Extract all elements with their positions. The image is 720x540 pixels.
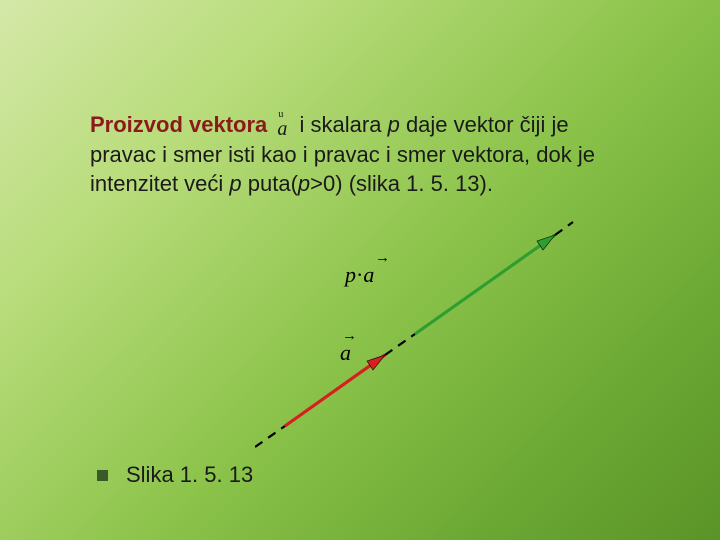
label-pa-a: a [363, 262, 374, 287]
p-italic-3: p [298, 171, 310, 196]
label-a-arrow-icon: → [342, 328, 357, 345]
p-italic-2: p [229, 171, 241, 196]
label-a: → a [340, 340, 351, 366]
caption-row: Slika 1. 5. 13 [97, 462, 253, 488]
caption-text: Slika 1. 5. 13 [126, 462, 253, 488]
label-pa-p: p [345, 262, 356, 287]
label-pa: → p·a [345, 262, 374, 288]
seg4: >0) (slika 1. 5. 13). [310, 171, 493, 196]
main-paragraph: Proizvod vektora u a i skalara p daje ve… [90, 110, 630, 199]
vector-letter: a [277, 116, 287, 143]
dash-gap [385, 334, 415, 355]
lead-phrase: Proizvod vektora [90, 112, 267, 137]
slide: Proizvod vektora u a i skalara p daje ve… [0, 0, 720, 540]
seg3: puta( [242, 171, 298, 196]
bullet-icon [97, 470, 108, 481]
dash-pre [255, 426, 285, 447]
diagram-svg [255, 210, 575, 450]
vector-a-inline-icon: u a [273, 114, 293, 134]
label-pa-arrow-icon: → [375, 250, 390, 267]
vector-pa-line [415, 235, 555, 334]
seg1: i skalara [300, 112, 388, 137]
vector-diagram: → p·a → a [255, 210, 575, 450]
dash-post [555, 222, 573, 235]
p-italic-1: p [388, 112, 400, 137]
